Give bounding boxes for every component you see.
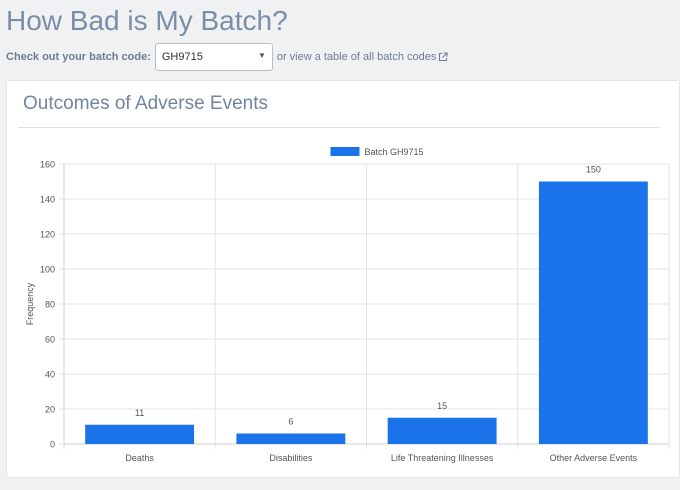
y-tick-label: 120 (40, 230, 55, 240)
y-tick-label: 60 (45, 335, 55, 345)
bar-data-label: 11 (135, 408, 144, 418)
y-tick-label: 100 (40, 265, 55, 275)
batch-table-link-prefix: or (276, 51, 287, 63)
x-tick-label: Disabilities (269, 453, 313, 463)
batch-code-label: Check out your batch code: (6, 51, 151, 63)
y-tick-label: 140 (40, 195, 55, 205)
bar (85, 424, 195, 444)
chevron-down-icon: ▼ (257, 51, 266, 60)
batch-code-selected-value: GH9715 (161, 51, 203, 63)
y-tick-label: 40 (45, 370, 55, 380)
bar (236, 433, 346, 444)
bar (538, 181, 648, 444)
y-tick-label: 0 (50, 440, 55, 450)
batch-code-select[interactable]: GH9715 ▼ (154, 43, 273, 71)
legend-swatch (330, 147, 360, 156)
batch-table-link-row: or view a table of all batch codes (277, 51, 449, 63)
y-axis-title: Frequency (25, 282, 35, 325)
legend-label: Batch GH9715 (365, 147, 424, 157)
bar-data-label: 150 (586, 165, 601, 175)
card-title: Outcomes of Adverse Events (23, 93, 269, 114)
external-link-icon[interactable] (438, 52, 448, 62)
x-tick-label: Other Adverse Events (550, 453, 638, 463)
bar (387, 417, 497, 444)
y-tick-label: 80 (45, 300, 55, 310)
outcomes-bar-chart: 0 20 40 60 80 100 120 140 160 Frequency 11 Deaths 6 D… (25, 147, 670, 463)
bar-data-label: 6 (288, 417, 293, 427)
x-tick-label: Deaths (125, 453, 154, 463)
batch-table-link[interactable]: view a table of all batch codes (289, 51, 437, 63)
batch-code-row: Check out your batch code: GH9715 ▼ or v… (6, 42, 448, 72)
y-tick-label: 160 (40, 160, 55, 170)
card-divider (18, 127, 660, 128)
y-tick-label: 20 (45, 405, 55, 415)
outcomes-card: Outcomes of Adverse Events 0 20 40 60 80 100 1… (6, 80, 680, 478)
bar-data-label: 15 (437, 401, 447, 411)
page-title: How Bad is My Batch? (6, 5, 288, 36)
x-tick-label: Life Threatening Illnesses (391, 453, 494, 463)
